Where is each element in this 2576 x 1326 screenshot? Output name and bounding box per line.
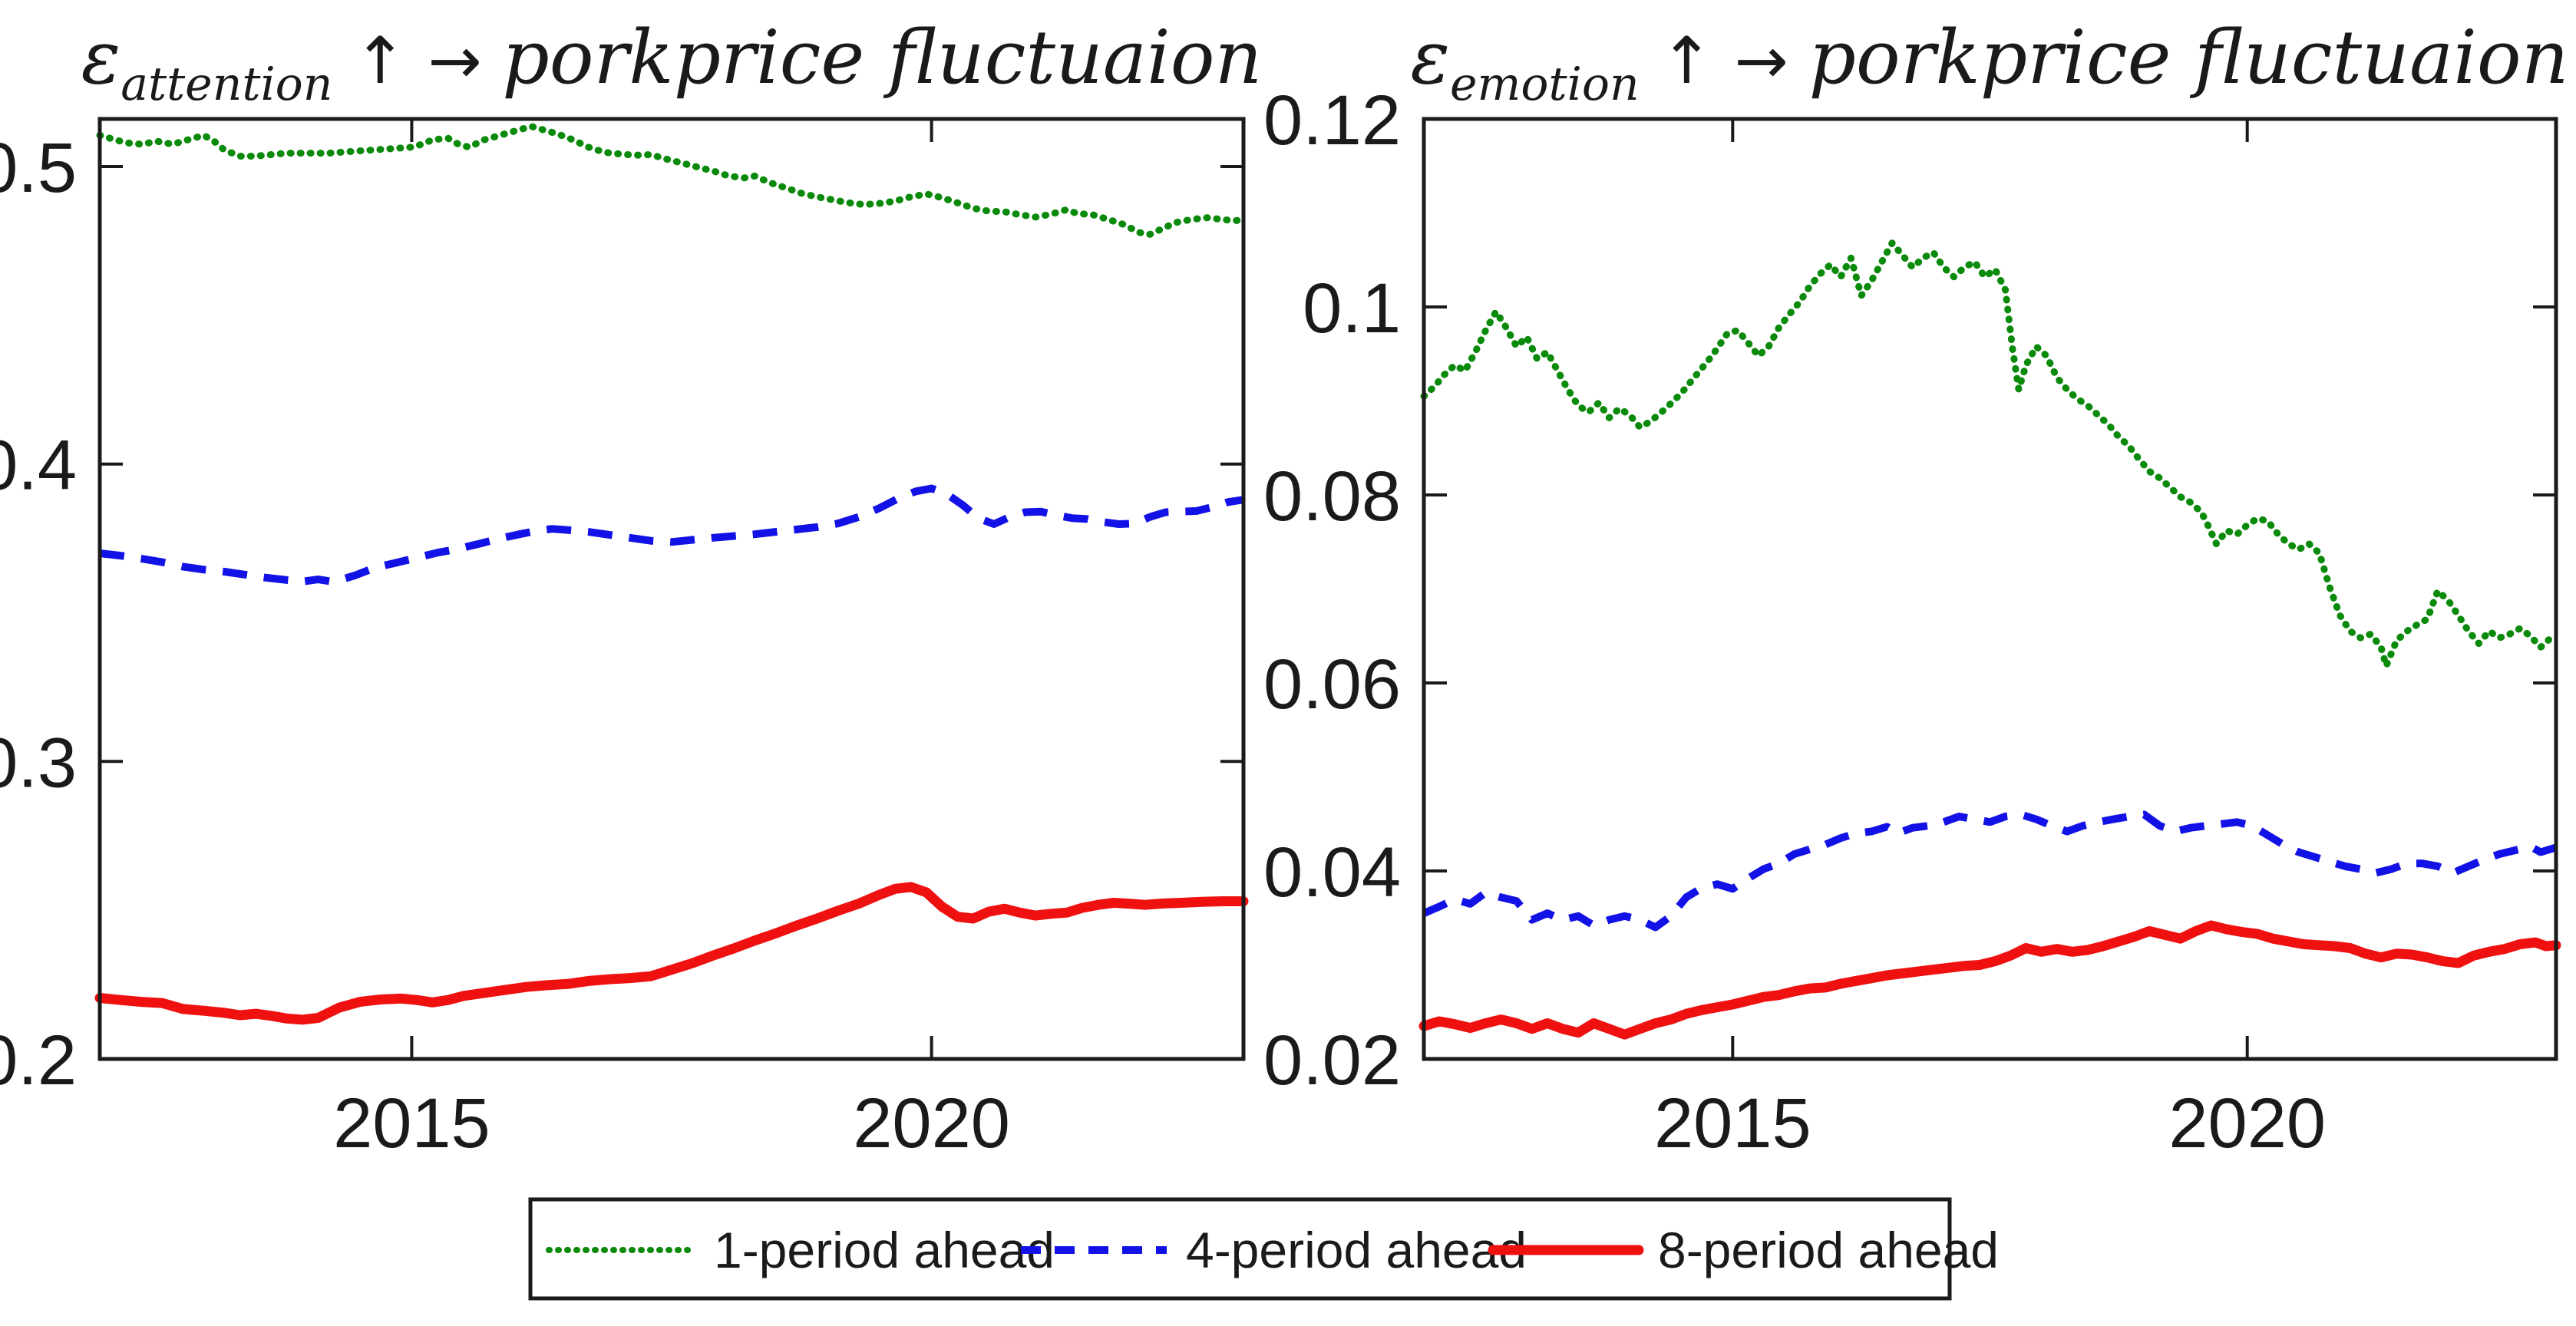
series-line-8-period-ahead (94, 882, 1249, 1025)
x-tick-label: 2020 (2168, 1084, 2326, 1163)
y-tick-label: 0.04 (1263, 833, 1401, 912)
x-tick-label: 2015 (333, 1084, 490, 1163)
axes-box (97, 117, 1246, 1061)
y-tick-label: 0.02 (1263, 1021, 1401, 1100)
title-epsilon: ε (81, 15, 121, 101)
y-tick-label: 0.1 (1303, 269, 1401, 348)
y-tick-label: 0.08 (1263, 457, 1401, 536)
y-tick-label: 0.2 (0, 1021, 77, 1100)
series-line-4-period-ahead (99, 484, 1244, 586)
series-line-4-period-ahead (1422, 810, 2558, 932)
y-tick-label: 0.3 (0, 724, 77, 802)
series-line-8-period-ahead (1418, 920, 2561, 1040)
title-arrows: ↑ → (332, 23, 502, 98)
x-tick-label: 2015 (1654, 1084, 1811, 1163)
x-tick-label: 2020 (853, 1084, 1010, 1163)
title-arrows: ↑ → (1640, 23, 1809, 98)
series-line-1-period-ahead (1420, 239, 2560, 670)
y-tick-label: 0.4 (0, 427, 77, 505)
legend-label: 4-period ahead (1186, 1222, 1527, 1278)
panel-title-emotion: εemotion ↑ → porkprice fluctuaion (1410, 15, 2568, 111)
title-text: porkprice fluctuaion (502, 15, 1262, 101)
series-line-1-period-ahead (96, 123, 1247, 238)
legend-box (528, 1197, 1952, 1301)
title-subscript: attention (121, 58, 332, 111)
panel-attention: 2015 2020 0.5 0.4 0.3 0.2 εattention ↑ → porkp… (0, 15, 1262, 1163)
legend-label: 1-period ahead (714, 1222, 1055, 1278)
y-tick-label: 0.5 (0, 129, 77, 207)
panel-title-attention: εattention ↑ → porkprice fluctuaion (81, 15, 1263, 111)
legend-label: 8-period ahead (1658, 1222, 1999, 1278)
legend-group: 1-period ahead 4-period ahead 8-period ahe… (528, 1197, 1999, 1301)
y-tick-label: 0.06 (1263, 645, 1401, 724)
axes-box (1422, 117, 2558, 1061)
title-text: porkprice fluctuaion (1808, 15, 2568, 101)
y-tick-label: 0.12 (1263, 81, 1401, 160)
title-subscript: emotion (1450, 58, 1640, 111)
title-epsilon: ε (1410, 15, 1450, 101)
panel-emotion: 2015 2020 0.12 0.1 0.08 0.06 0.04 0.02 εemotion … (1263, 15, 2569, 1163)
